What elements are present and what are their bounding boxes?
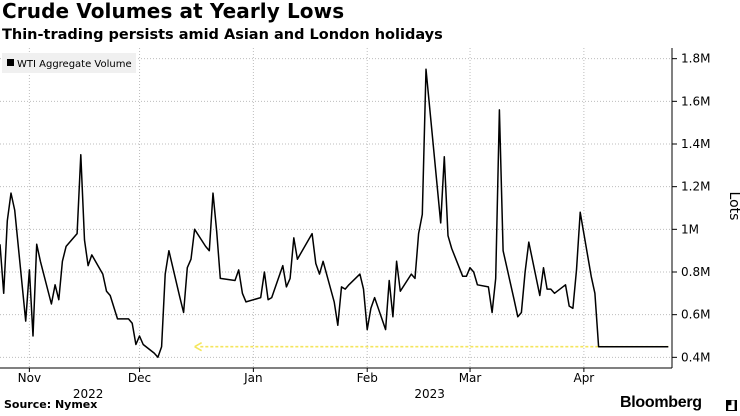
chart-title: Crude Volumes at Yearly Lows <box>2 0 345 23</box>
annotation-arrowhead <box>194 341 203 352</box>
legend-label: WTI Aggregate Volume <box>17 59 132 70</box>
x-tick-label: Nov <box>18 371 41 385</box>
y-axis-label: Lots <box>726 192 740 221</box>
legend-swatch <box>7 59 14 66</box>
y-tick-label: 1.8M <box>681 52 710 66</box>
y-tick-label: 1.2M <box>681 180 710 194</box>
x-year-label: 2022 <box>73 387 104 401</box>
series-lines <box>0 68 669 359</box>
source-note: Source: Nymex <box>4 398 98 411</box>
bloomberg-chart-icon: ▟ <box>726 400 737 411</box>
y-tick-label: 0.8M <box>681 265 710 279</box>
legend-box <box>2 53 136 73</box>
y-tick-label: 0.4M <box>681 350 710 364</box>
x-tick-label: Mar <box>459 371 482 385</box>
x-year-label: 2023 <box>414 387 445 401</box>
y-tick-label: 0.6M <box>681 308 710 322</box>
axes: 0.4M 0.6M 0.8M 1M 1.2M 1.4M 1.6M 1.8M Nov Dec Jan F… <box>0 48 740 401</box>
x-tick-label: Feb <box>357 371 378 385</box>
legend: WTI Aggregate Volume <box>2 53 136 73</box>
gridlines <box>0 48 672 368</box>
chart-subtitle: Thin-trading persists amid Asian and Lon… <box>2 27 443 43</box>
series-line-wti-aggregate-volume <box>0 68 669 359</box>
y-tick-label: 1.6M <box>681 94 710 108</box>
x-tick-label: Apr <box>573 371 594 385</box>
x-tick-label: Dec <box>128 371 151 385</box>
y-tick-label: 1M <box>681 222 699 236</box>
annotation <box>194 341 669 352</box>
brand-logo: Bloomberg <box>620 394 702 411</box>
x-tick-label: Jan <box>243 371 263 385</box>
y-tick-label: 1.4M <box>681 137 710 151</box>
